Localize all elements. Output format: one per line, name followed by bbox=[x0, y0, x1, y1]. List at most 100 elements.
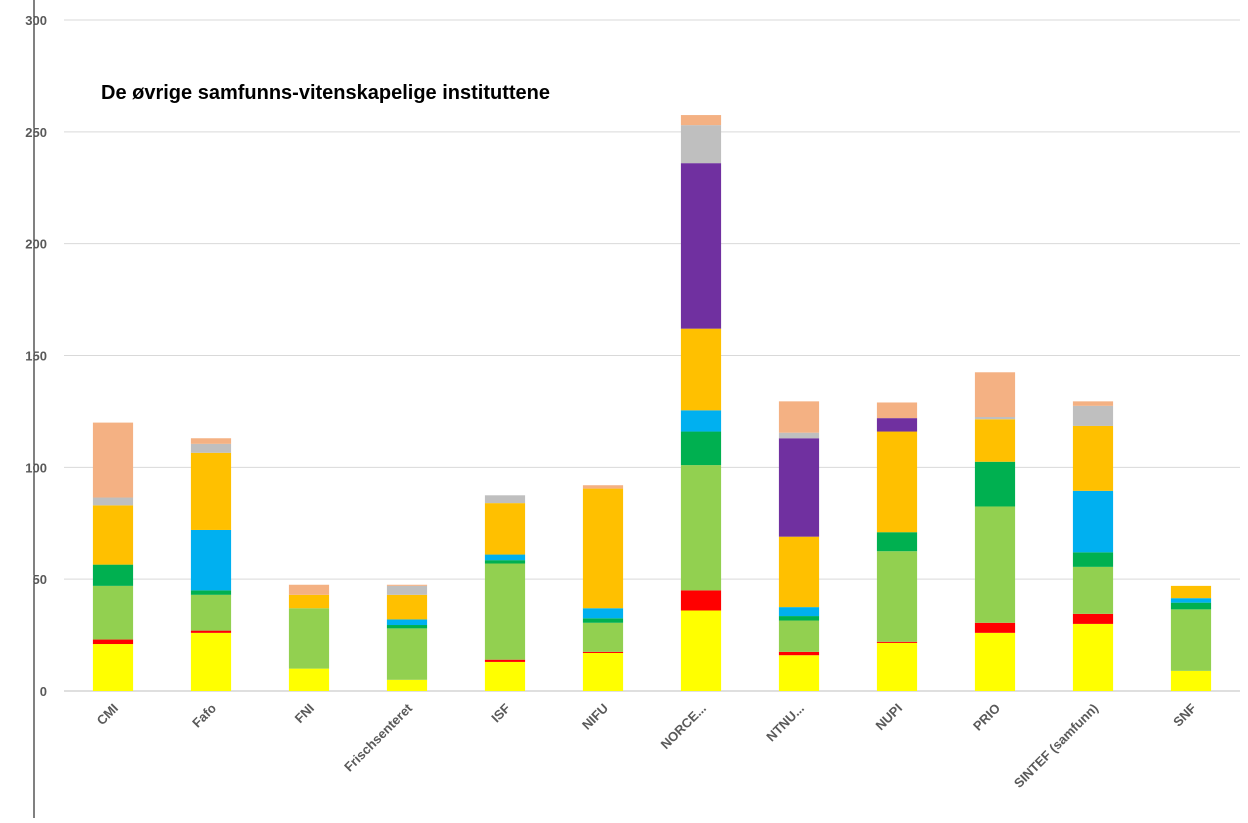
bar-segment bbox=[386, 585, 428, 595]
bar-segment bbox=[582, 651, 624, 653]
y-tick-label: 300 bbox=[25, 13, 47, 28]
bar-segment bbox=[778, 616, 820, 621]
bar-segment bbox=[1170, 670, 1212, 691]
bar-segment bbox=[680, 163, 722, 329]
bar-segment bbox=[484, 560, 526, 564]
y-tick-label: 250 bbox=[25, 125, 47, 140]
bar-segment bbox=[1170, 602, 1212, 610]
bar-segment bbox=[778, 401, 820, 433]
bar-segment bbox=[288, 608, 330, 669]
y-axis-tick-labels: 0 50 100 150 200 250 300 bbox=[25, 13, 47, 699]
bar-segment bbox=[876, 642, 918, 691]
y-tick-label: 200 bbox=[25, 237, 47, 252]
bar-segment bbox=[778, 655, 820, 691]
y-tick-label: 50 bbox=[33, 572, 47, 587]
bar-segment bbox=[190, 590, 232, 595]
bar-segment bbox=[190, 438, 232, 444]
bar-segment bbox=[778, 607, 820, 617]
bar-segment bbox=[582, 618, 624, 623]
bar-segment bbox=[92, 585, 134, 640]
bar-segment bbox=[876, 402, 918, 419]
bar-segment bbox=[680, 125, 722, 164]
bar-segment bbox=[974, 632, 1016, 691]
y-tick-label: 150 bbox=[25, 349, 47, 364]
bar-segment bbox=[876, 532, 918, 552]
bar-segment bbox=[974, 461, 1016, 507]
bar-segment bbox=[92, 505, 134, 565]
bar-segment bbox=[484, 503, 526, 555]
bar-segment bbox=[680, 465, 722, 591]
bar-segment bbox=[778, 620, 820, 652]
bar-segment bbox=[1170, 598, 1212, 603]
bar-segment bbox=[484, 659, 526, 662]
bar-segment bbox=[386, 625, 428, 629]
x-tick-label: SINTEF (samfunn) bbox=[1011, 701, 1101, 791]
x-tick-label: Frischsenteret bbox=[341, 700, 415, 774]
bar-segment bbox=[386, 619, 428, 626]
bar-segment bbox=[190, 594, 232, 631]
bar-segment bbox=[484, 554, 526, 561]
bar-segment bbox=[190, 529, 232, 591]
bar-segment bbox=[190, 632, 232, 691]
bar-segment bbox=[974, 417, 1016, 420]
bar-segment bbox=[1170, 585, 1212, 599]
chart-title: De øvrige samfunns-vitenskapelige instit… bbox=[101, 82, 550, 104]
bar-segment bbox=[582, 485, 624, 489]
bar-segment bbox=[680, 410, 722, 432]
bar-segment bbox=[1072, 623, 1114, 691]
bar-segment bbox=[778, 438, 820, 537]
y-tick-label: 100 bbox=[25, 460, 47, 475]
bar-segment bbox=[974, 419, 1016, 462]
bar-segment bbox=[92, 422, 134, 498]
bar-segment bbox=[288, 584, 330, 595]
bar-segment bbox=[680, 115, 722, 126]
bar-segment bbox=[582, 652, 624, 691]
bar-segment bbox=[92, 639, 134, 645]
x-axis-tick-labels: CMI Fafo FNI Frischsenteret ISF NIFU NORCE... N… bbox=[94, 700, 1200, 791]
bar-segment bbox=[484, 563, 526, 660]
bar-segment bbox=[582, 622, 624, 652]
bar-segment bbox=[1072, 405, 1114, 426]
bar-segment bbox=[680, 328, 722, 411]
x-tick-label: NTNU... bbox=[763, 701, 807, 745]
bar-segment bbox=[582, 608, 624, 619]
bar-segment bbox=[288, 594, 330, 609]
x-tick-label: Fafo bbox=[189, 700, 219, 730]
bar-segment bbox=[92, 564, 134, 586]
x-tick-label: NUPI bbox=[873, 701, 906, 734]
bar-segment bbox=[778, 536, 820, 608]
bar-segment bbox=[680, 610, 722, 691]
bar-segment bbox=[386, 594, 428, 620]
x-tick-label: PRIO bbox=[970, 701, 1003, 734]
bar-segment bbox=[876, 431, 918, 533]
bar-segment bbox=[1072, 566, 1114, 614]
bar-segment bbox=[876, 641, 918, 643]
x-tick-label: FNI bbox=[292, 701, 317, 726]
bar-segment bbox=[1072, 401, 1114, 406]
bar-segment bbox=[582, 488, 624, 609]
bar-segment bbox=[778, 432, 820, 439]
bar-segment bbox=[974, 622, 1016, 633]
bar-segment bbox=[386, 628, 428, 680]
bar-segment bbox=[386, 584, 428, 586]
gridlines bbox=[64, 19, 1240, 692]
bar-segment bbox=[1072, 425, 1114, 491]
bar-segment bbox=[484, 495, 526, 504]
bar-segment bbox=[974, 506, 1016, 623]
bar-segment bbox=[190, 452, 232, 530]
bar-segment bbox=[1170, 609, 1212, 671]
bar-segment bbox=[288, 668, 330, 691]
bar-segment bbox=[1072, 613, 1114, 624]
bar-segment bbox=[386, 679, 428, 691]
bar-segment bbox=[974, 372, 1016, 418]
x-tick-label: ISF bbox=[488, 700, 513, 725]
bar-segment bbox=[680, 431, 722, 466]
x-tick-label: NIFU bbox=[579, 701, 611, 733]
bar-segment bbox=[876, 418, 918, 432]
y-tick-label: 0 bbox=[40, 684, 47, 699]
bar-segment bbox=[680, 590, 722, 611]
bar-segment bbox=[484, 661, 526, 691]
bar-segment bbox=[92, 497, 134, 506]
